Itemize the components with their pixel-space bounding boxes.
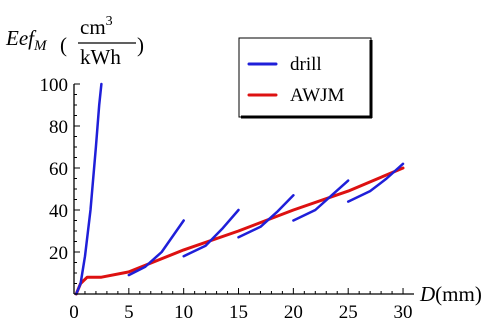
y-tick-label: 20 — [49, 243, 68, 264]
x-tick-label: 10 — [174, 302, 193, 323]
x-tick-label: 20 — [284, 302, 303, 323]
legend-label-awjm: AWJM — [290, 85, 345, 106]
series-line-drill-segment-2 — [127, 219, 185, 277]
y-axis-label-paren-close: ) — [137, 33, 144, 57]
x-tick-label: 30 — [394, 302, 413, 323]
y-tick-label: 80 — [49, 117, 68, 138]
series-line-drill-segment-3 — [182, 208, 240, 258]
x-tick-label: 15 — [229, 302, 248, 323]
axes: 0 5 10 15 20 25 30 20 40 60 80 100 — [40, 75, 414, 323]
x-axis-label-symbol: D — [419, 282, 435, 306]
y-axis-label-symbol: EefM — [5, 26, 48, 54]
y-tick-label: 60 — [49, 159, 68, 180]
y-axis-label-denominator: kWh — [80, 45, 121, 69]
series-line-drill-segment-6 — [346, 162, 405, 203]
series-line-drill-segment-4 — [237, 194, 295, 239]
legend-box — [238, 37, 372, 118]
y-tick-label: 100 — [40, 75, 69, 96]
axis-ticks: 0 5 10 15 20 25 30 20 40 60 80 100 — [40, 75, 413, 323]
series-line-drill-segment-1 — [74, 82, 103, 296]
x-tick-label: 5 — [124, 302, 134, 323]
legend-label-drill: drill — [290, 54, 322, 75]
x-tick-label: 0 — [69, 302, 79, 323]
plot-marks — [74, 82, 405, 296]
x-axis-label-unit: (mm) — [435, 282, 482, 306]
series-line-drill-segment-5 — [292, 179, 350, 222]
legend: drill AWJM — [238, 37, 373, 119]
y-axis-label: EefM ( cm3 kWh ) — [5, 14, 144, 69]
y-axis-label-paren-open: ( — [60, 33, 67, 57]
x-axis-label: D(mm) — [419, 282, 482, 306]
y-tick-label: 40 — [49, 201, 68, 222]
y-axis-label-numerator: cm3 — [80, 14, 113, 39]
series-line-awjm — [74, 166, 405, 296]
x-tick-label: 25 — [339, 302, 358, 323]
